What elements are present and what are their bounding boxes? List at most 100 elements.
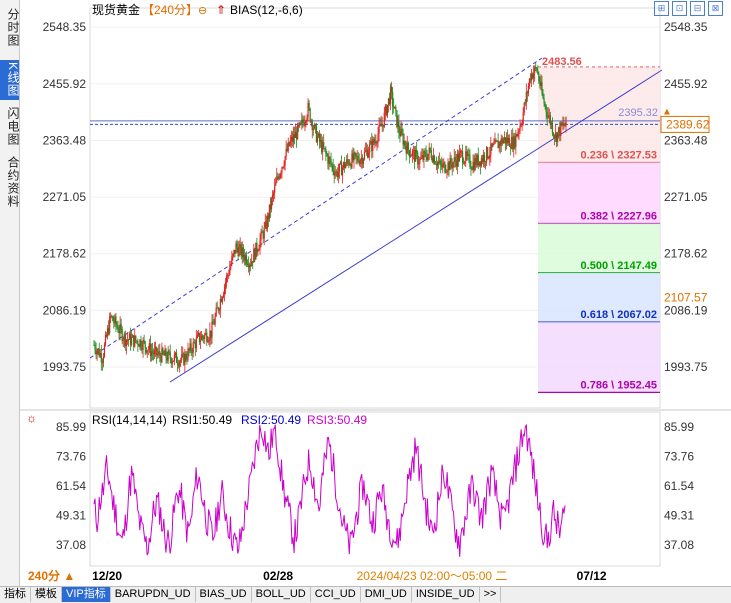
- zoom-icon[interactable]: ⊞: [654, 1, 669, 16]
- candle-body: [500, 138, 502, 146]
- candle-body: [183, 353, 185, 365]
- bottom-tab-9[interactable]: >>: [480, 587, 502, 602]
- candle-body: [473, 161, 475, 170]
- candle-body: [147, 349, 149, 351]
- candle-body: [523, 102, 525, 113]
- candle-body: [448, 162, 450, 171]
- candle-body: [371, 140, 373, 151]
- candle-body: [171, 361, 173, 364]
- candle-body: [497, 140, 499, 149]
- candle-body: [355, 153, 357, 157]
- restore-icon[interactable]: ⊟: [690, 1, 705, 16]
- bottom-tab-5[interactable]: BOLL_UD: [252, 587, 311, 602]
- candle-body: [108, 328, 110, 334]
- bottom-tab-6[interactable]: CCI_UD: [311, 587, 361, 602]
- close-icon[interactable]: ⊠: [708, 1, 723, 16]
- candle-body: [471, 168, 473, 170]
- candle-body: [94, 344, 96, 351]
- candle-body: [503, 137, 505, 140]
- candle-body: [507, 138, 510, 143]
- candle-body: [409, 155, 412, 157]
- candle-body: [217, 307, 219, 311]
- candle-body: [318, 133, 321, 142]
- candle-body: [563, 123, 565, 126]
- candle-body: [148, 343, 150, 350]
- candle-body: [330, 159, 332, 164]
- candle-body: [199, 339, 202, 342]
- candle-body: [527, 86, 530, 94]
- expand-icon[interactable]: ⊡: [672, 1, 687, 16]
- sidebar-tab-2[interactable]: 闪电图: [6, 106, 20, 146]
- candle-body: [352, 153, 354, 161]
- candle-body: [214, 315, 216, 325]
- candle-body: [269, 204, 272, 210]
- candle-body: [440, 160, 442, 165]
- candle-body: [156, 347, 158, 356]
- candle-body: [278, 176, 280, 179]
- candle-body: [412, 150, 415, 152]
- candle-body: [293, 134, 296, 138]
- candle-body: [439, 160, 441, 163]
- bottom-tab-3[interactable]: BARUPDN_UD: [111, 587, 196, 602]
- sidebar-tab-1[interactable]: K线图: [0, 60, 20, 100]
- candle-body: [144, 341, 146, 348]
- candle-body: [337, 171, 339, 178]
- candle-body: [254, 249, 256, 260]
- candle-body: [525, 91, 527, 103]
- trend-line: [169, 69, 663, 383]
- candle-body: [564, 125, 566, 127]
- candle-body: [220, 299, 222, 302]
- candle-body: [454, 157, 456, 161]
- candle-body: [504, 137, 507, 144]
- chart-area[interactable]: 现货黄金 【240分】 ⊖ ⇑ BIAS(12,-6,6) 2548.35 2548.35 2…: [20, 0, 731, 586]
- candle-body: [558, 127, 560, 133]
- bottom-tab-4[interactable]: BIAS_UD: [196, 587, 252, 602]
- candle-body: [410, 155, 413, 157]
- candle-body: [487, 147, 489, 158]
- candle-body: [168, 350, 170, 353]
- candle-body: [317, 133, 320, 137]
- candle-body: [306, 117, 308, 122]
- candle-body: [119, 324, 121, 333]
- candle-body: [149, 343, 151, 356]
- bottom-tab-8[interactable]: INSIDE_UD: [412, 587, 480, 602]
- candle-body: [180, 359, 182, 362]
- bottom-tab-2[interactable]: VIP指标: [62, 587, 111, 602]
- sidebar-tab-0[interactable]: 分时图: [6, 7, 20, 47]
- candle-body: [377, 133, 379, 143]
- y-tick-left: 2271.05: [43, 190, 87, 204]
- bottom-tab-1[interactable]: 模板: [31, 587, 62, 602]
- candle-body: [246, 263, 249, 265]
- candle-body: [462, 151, 464, 163]
- candle-body: [443, 162, 445, 164]
- candle-body: [258, 248, 260, 251]
- candle-body: [345, 164, 347, 169]
- candle-body: [425, 152, 427, 158]
- candle-body: [496, 140, 498, 142]
- candle-body: [234, 249, 236, 254]
- candle-body: [370, 140, 372, 145]
- candle-body: [179, 361, 181, 367]
- indicator-label: BIAS(12,-6,6): [230, 3, 303, 17]
- bottom-tab-0[interactable]: 指标: [0, 587, 31, 602]
- candle-body: [400, 128, 402, 137]
- candle-body: [354, 152, 356, 154]
- candle-body: [457, 154, 460, 162]
- candle-body: [130, 337, 133, 345]
- candle-body: [542, 93, 544, 99]
- candle-body: [456, 154, 458, 167]
- candle-body: [522, 112, 524, 124]
- period-selector[interactable]: 240分 ▲: [28, 569, 76, 583]
- candle-body: [291, 136, 294, 142]
- bottom-tab-7[interactable]: DMI_UD: [361, 587, 412, 602]
- candle-body: [479, 161, 481, 166]
- candle-body: [262, 233, 264, 239]
- candle-body: [105, 335, 108, 337]
- candle-body: [495, 139, 497, 142]
- candle-body: [186, 359, 188, 361]
- settings-icon: ☼: [26, 411, 37, 425]
- sidebar-tab-3[interactable]: 合约资料: [6, 156, 20, 208]
- current-price-value: 2389.62: [666, 117, 710, 131]
- candle-body: [244, 255, 247, 261]
- candle-body: [121, 328, 123, 342]
